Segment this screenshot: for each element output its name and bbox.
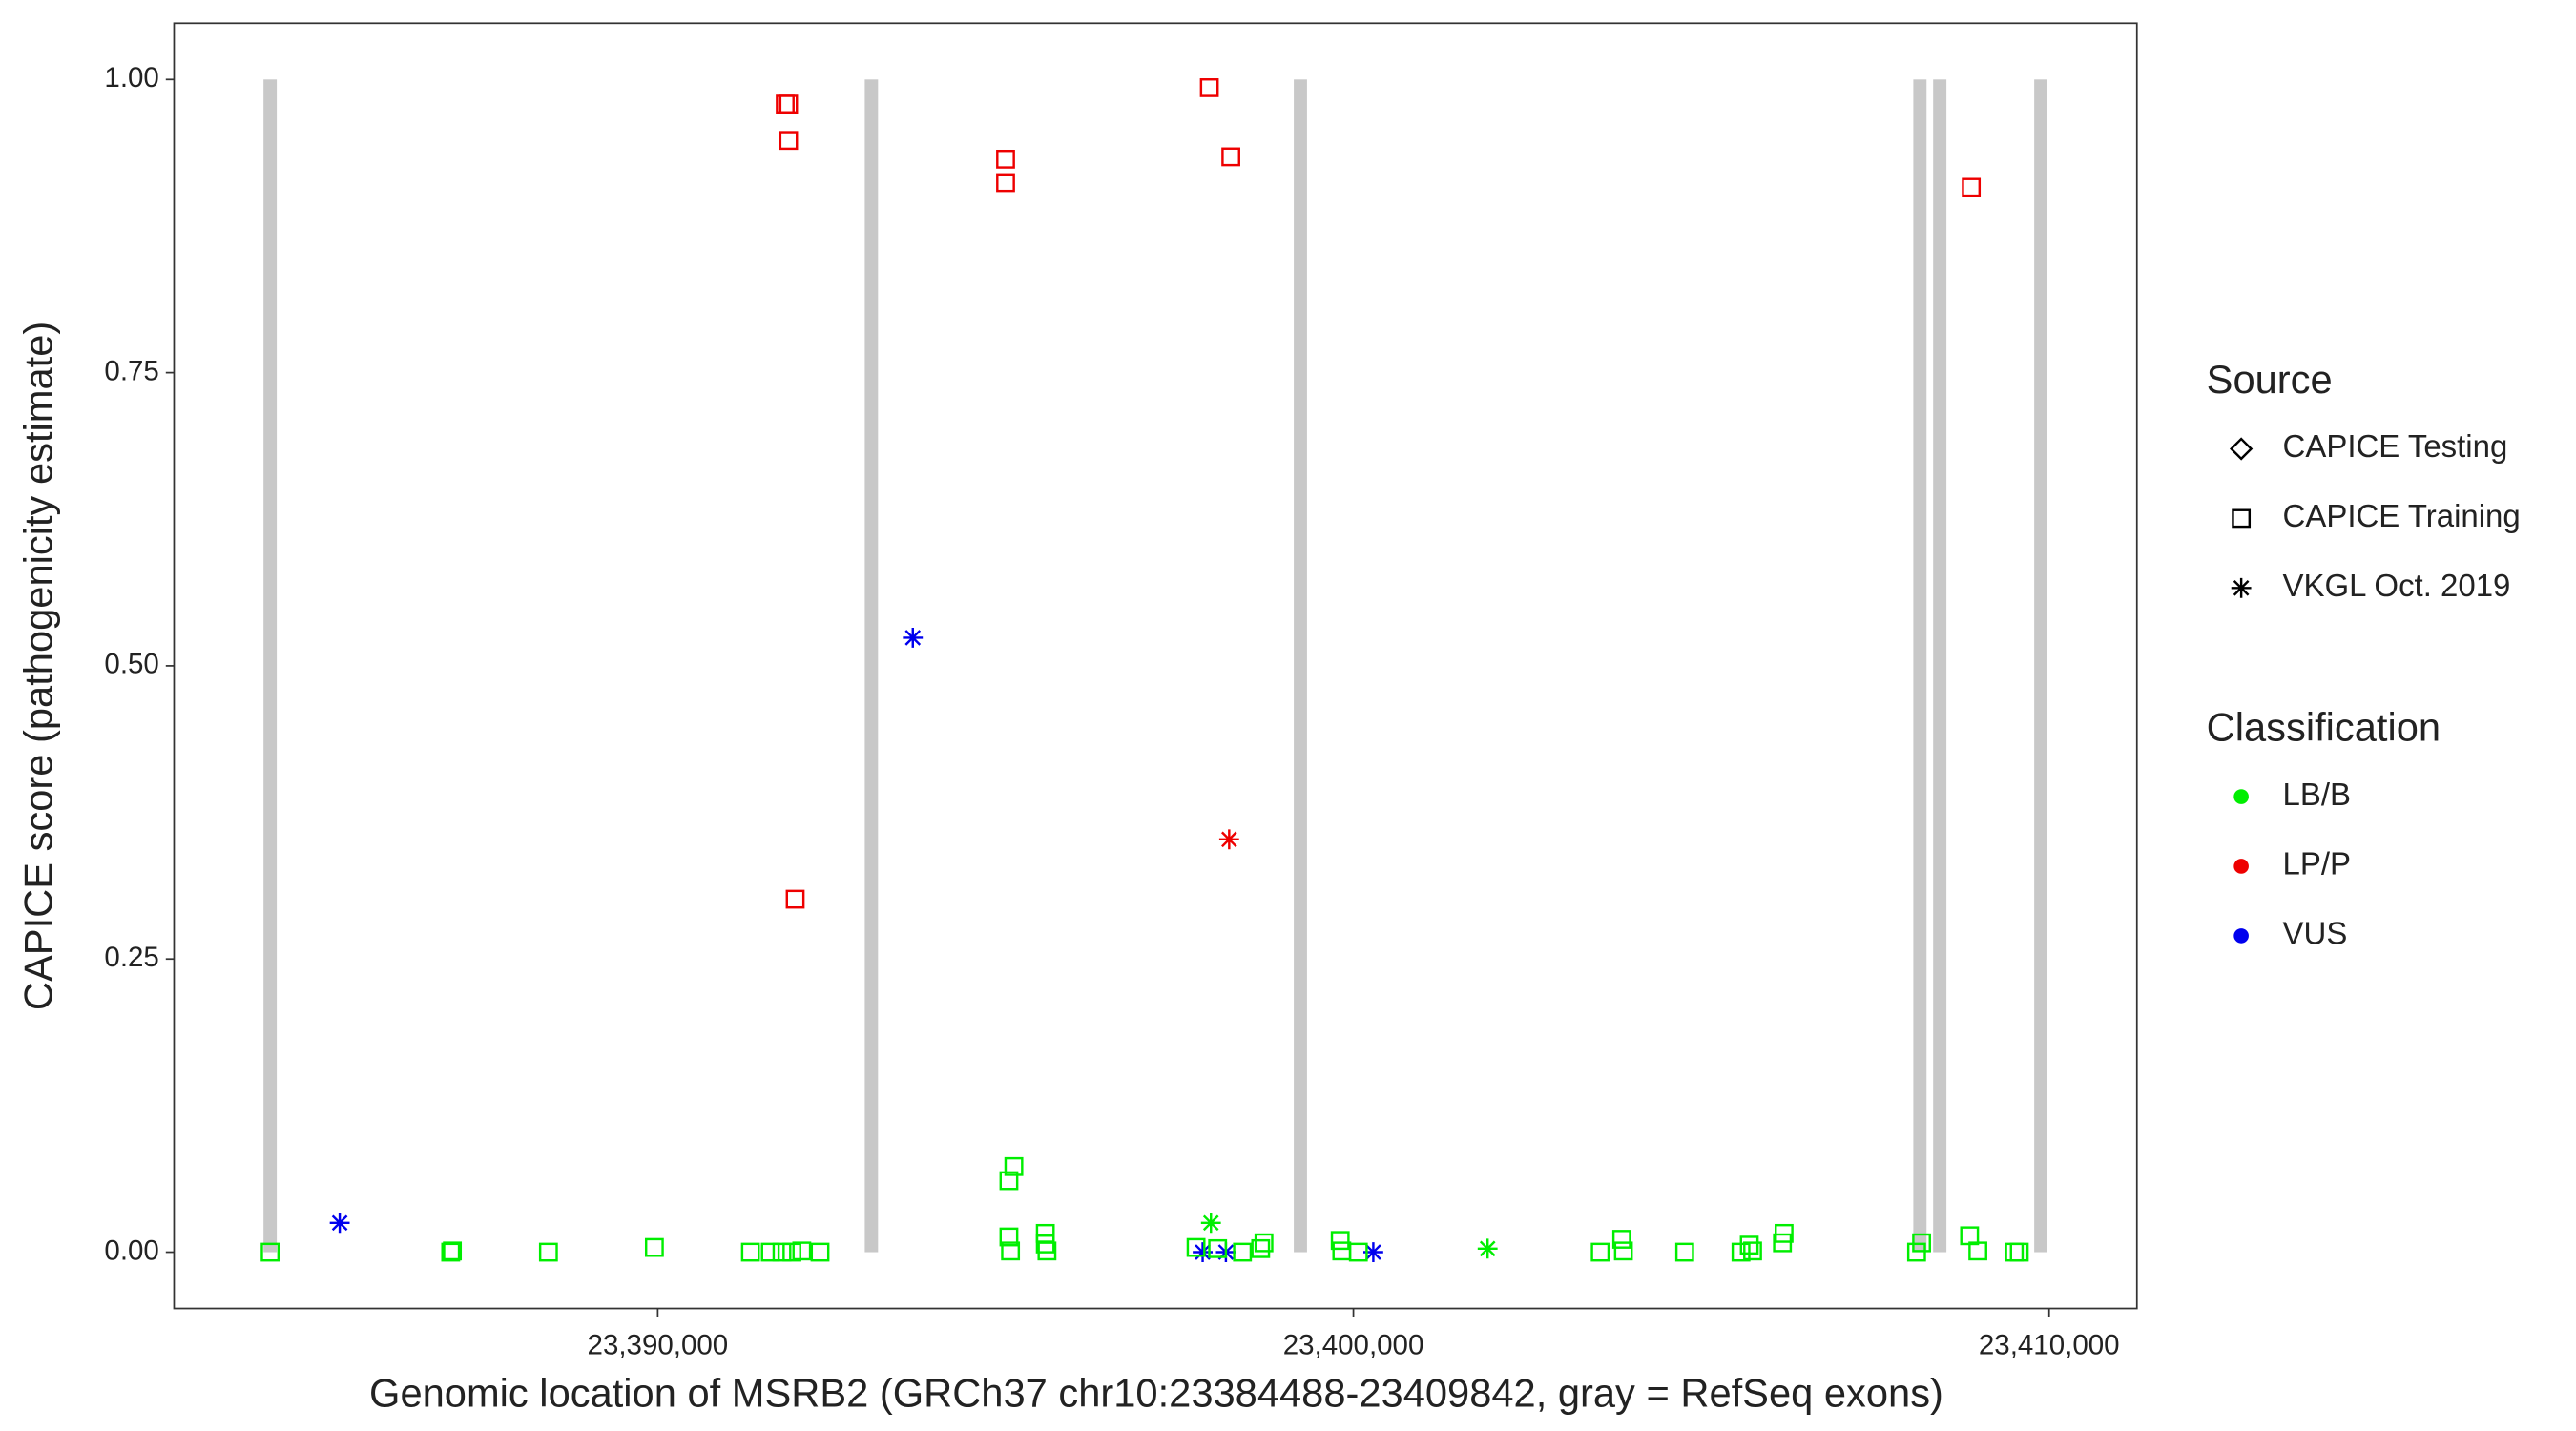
point [1912, 1233, 1931, 1253]
point [810, 1242, 830, 1262]
legend-label: LB/B [2283, 777, 2351, 812]
point [644, 1237, 664, 1257]
legend-label: LP/P [2283, 846, 2351, 881]
point [1193, 1242, 1213, 1262]
point [1199, 78, 1219, 97]
point [779, 94, 799, 114]
point [1200, 1213, 1221, 1234]
point [538, 1242, 558, 1262]
point [996, 149, 1015, 169]
point [1477, 1238, 1498, 1259]
point [1743, 1241, 1762, 1261]
point [1960, 1226, 1980, 1246]
point [329, 1213, 350, 1234]
legend-symbol [2233, 928, 2249, 944]
point [1254, 1233, 1274, 1253]
point [785, 889, 805, 909]
legend-label: VUS [2283, 916, 2348, 951]
point [1968, 1241, 1987, 1261]
point [772, 1242, 792, 1262]
point [1218, 829, 1239, 850]
point [1330, 1231, 1350, 1251]
point [999, 1171, 1019, 1191]
legend-label: CAPICE Training [2283, 498, 2521, 533]
point [1613, 1241, 1633, 1261]
point [260, 1242, 280, 1262]
exon [864, 79, 879, 1253]
point [792, 1241, 812, 1261]
point [1004, 1156, 1024, 1176]
legend-symbol [2229, 437, 2254, 461]
point [1611, 1230, 1631, 1249]
exon [1933, 79, 1947, 1253]
legend-symbol [2233, 789, 2249, 804]
point [1674, 1242, 1694, 1262]
point [1251, 1238, 1271, 1258]
point [996, 173, 1015, 193]
x-tick-label: 23,390,000 [588, 1329, 729, 1360]
point [1037, 1241, 1057, 1261]
legend-label: VKGL Oct. 2019 [2283, 568, 2511, 603]
point [1035, 1234, 1055, 1254]
point [779, 131, 799, 151]
exon [2034, 79, 2047, 1253]
point [1001, 1241, 1021, 1261]
point [2009, 1242, 2029, 1262]
legend-symbol [2231, 577, 2252, 598]
point [1962, 177, 1982, 197]
legend-title: Source [2207, 357, 2333, 402]
y-axis-title: CAPICE score (pathogenicity estimate) [16, 321, 61, 1010]
point [1348, 1242, 1368, 1262]
point [1208, 1238, 1228, 1258]
exon [1294, 79, 1307, 1253]
exon [263, 79, 278, 1253]
point [441, 1242, 461, 1262]
point [1362, 1242, 1383, 1262]
point [1221, 147, 1240, 167]
point [760, 1242, 780, 1262]
legend-symbol [2233, 859, 2249, 874]
point [443, 1241, 463, 1261]
legend-title: Classification [2207, 705, 2441, 750]
y-tick-label: 0.25 [104, 942, 158, 973]
x-tick-label: 23,410,000 [1979, 1329, 2120, 1360]
x-tick-label: 23,400,000 [1283, 1329, 1424, 1360]
point [903, 627, 924, 648]
point [1233, 1242, 1253, 1262]
exon [1913, 79, 1927, 1253]
plot-border [173, 22, 2138, 1310]
point [1775, 1223, 1794, 1243]
y-tick-label: 0.75 [104, 355, 158, 386]
legend-symbol [2232, 508, 2252, 529]
point [1590, 1242, 1610, 1262]
legend-label: CAPICE Testing [2283, 428, 2508, 464]
y-tick-label: 0.50 [104, 649, 158, 680]
point [1186, 1237, 1206, 1257]
point [2005, 1242, 2025, 1262]
y-tick-label: 1.00 [104, 62, 158, 93]
point [782, 1242, 801, 1262]
point [1739, 1235, 1759, 1255]
point [740, 1242, 760, 1262]
y-tick-label: 0.00 [104, 1234, 158, 1266]
point [1035, 1223, 1055, 1243]
x-axis-title: Genomic location of MSRB2 (GRCh37 chr10:… [369, 1371, 1943, 1416]
point [999, 1227, 1019, 1247]
